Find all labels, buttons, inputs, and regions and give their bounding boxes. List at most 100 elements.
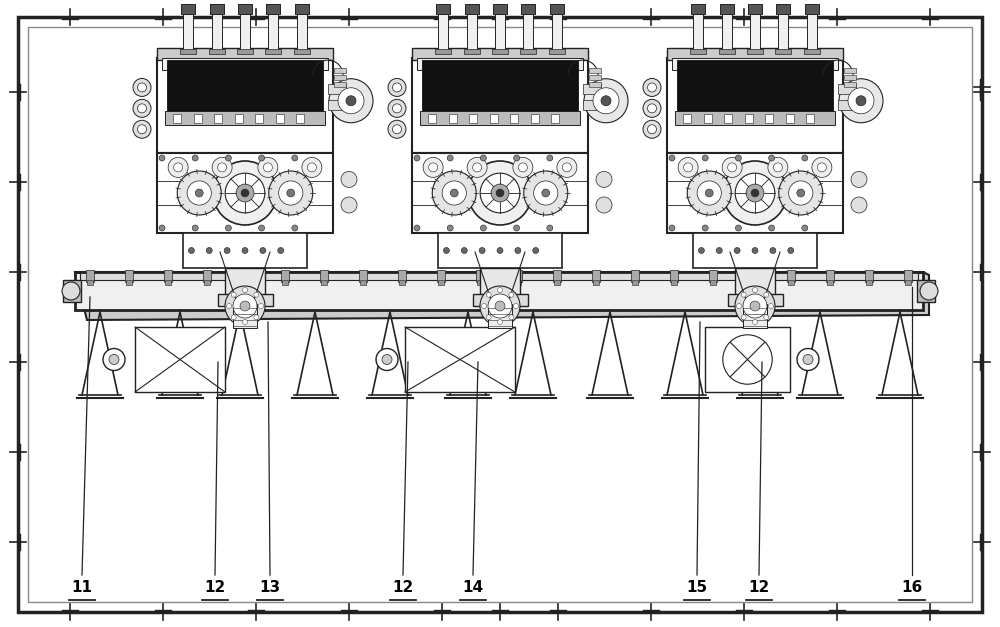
Circle shape — [414, 155, 420, 161]
Bar — [667, 58, 843, 153]
Text: 12: 12 — [748, 580, 770, 595]
Bar — [589, 75, 601, 80]
Bar — [334, 75, 346, 80]
Circle shape — [168, 157, 188, 177]
Circle shape — [486, 315, 491, 320]
Circle shape — [533, 248, 539, 253]
Bar — [631, 270, 639, 282]
Circle shape — [307, 163, 316, 172]
Text: 12: 12 — [204, 580, 226, 595]
Bar — [398, 270, 406, 282]
Circle shape — [254, 315, 259, 320]
Bar — [320, 270, 328, 282]
Bar — [180, 49, 196, 54]
Bar — [157, 153, 333, 233]
Circle shape — [392, 104, 402, 113]
Circle shape — [260, 248, 266, 253]
Bar — [183, 233, 307, 268]
Circle shape — [236, 184, 254, 202]
Bar — [164, 270, 172, 282]
Bar — [904, 270, 912, 282]
Circle shape — [851, 171, 867, 187]
Circle shape — [491, 184, 509, 202]
Bar — [165, 111, 325, 125]
Bar — [710, 280, 716, 285]
Circle shape — [341, 171, 357, 187]
Circle shape — [534, 181, 558, 205]
Circle shape — [447, 155, 453, 161]
Circle shape — [514, 225, 520, 231]
Bar — [328, 84, 346, 94]
Circle shape — [524, 171, 568, 215]
Bar — [719, 49, 735, 54]
Circle shape — [716, 248, 722, 253]
Circle shape — [206, 248, 212, 253]
Bar — [268, 14, 278, 52]
Circle shape — [601, 96, 611, 106]
Circle shape — [735, 155, 741, 161]
Bar — [297, 14, 307, 52]
Bar — [476, 270, 484, 282]
Bar — [552, 14, 562, 52]
Bar — [157, 48, 333, 60]
Circle shape — [258, 303, 264, 308]
Bar — [173, 113, 181, 123]
Bar — [438, 14, 448, 52]
Bar — [844, 75, 856, 80]
Bar — [514, 270, 522, 282]
Circle shape — [514, 303, 518, 308]
Circle shape — [447, 225, 453, 231]
Circle shape — [735, 286, 775, 326]
Circle shape — [848, 88, 874, 113]
Circle shape — [496, 189, 504, 197]
Bar — [786, 113, 794, 123]
Bar — [844, 68, 856, 73]
Bar — [218, 294, 272, 306]
Circle shape — [450, 189, 458, 197]
Circle shape — [225, 155, 231, 161]
Bar — [243, 280, 249, 285]
Bar — [690, 49, 706, 54]
Bar — [709, 270, 717, 282]
Circle shape — [753, 320, 758, 325]
Bar — [63, 280, 81, 302]
Bar — [667, 153, 843, 233]
Circle shape — [225, 286, 265, 326]
Bar — [412, 58, 588, 153]
Bar — [464, 49, 480, 54]
Bar — [510, 113, 518, 123]
Circle shape — [547, 225, 553, 231]
Circle shape — [138, 83, 146, 92]
Circle shape — [346, 96, 356, 106]
Bar — [905, 280, 911, 285]
Bar — [531, 113, 539, 123]
Circle shape — [231, 292, 236, 297]
Circle shape — [192, 155, 198, 161]
Circle shape — [392, 83, 402, 92]
Bar — [865, 270, 873, 282]
Circle shape — [231, 315, 236, 320]
Bar — [183, 14, 193, 52]
Bar — [804, 49, 820, 54]
Circle shape — [643, 99, 661, 117]
Circle shape — [648, 125, 656, 134]
Circle shape — [278, 248, 284, 253]
Circle shape — [388, 78, 406, 97]
Bar — [295, 4, 309, 14]
Bar — [632, 280, 638, 285]
Circle shape — [329, 79, 373, 123]
Circle shape — [513, 157, 533, 177]
Circle shape — [62, 282, 80, 300]
Circle shape — [479, 248, 485, 253]
Circle shape — [292, 225, 298, 231]
Circle shape — [741, 292, 746, 297]
Circle shape — [242, 288, 248, 293]
Bar — [748, 4, 762, 14]
Bar — [477, 280, 483, 285]
Circle shape — [722, 157, 742, 177]
Circle shape — [423, 157, 443, 177]
Circle shape — [723, 161, 787, 225]
Bar — [705, 327, 790, 392]
Circle shape — [851, 197, 867, 213]
Bar — [203, 270, 211, 282]
